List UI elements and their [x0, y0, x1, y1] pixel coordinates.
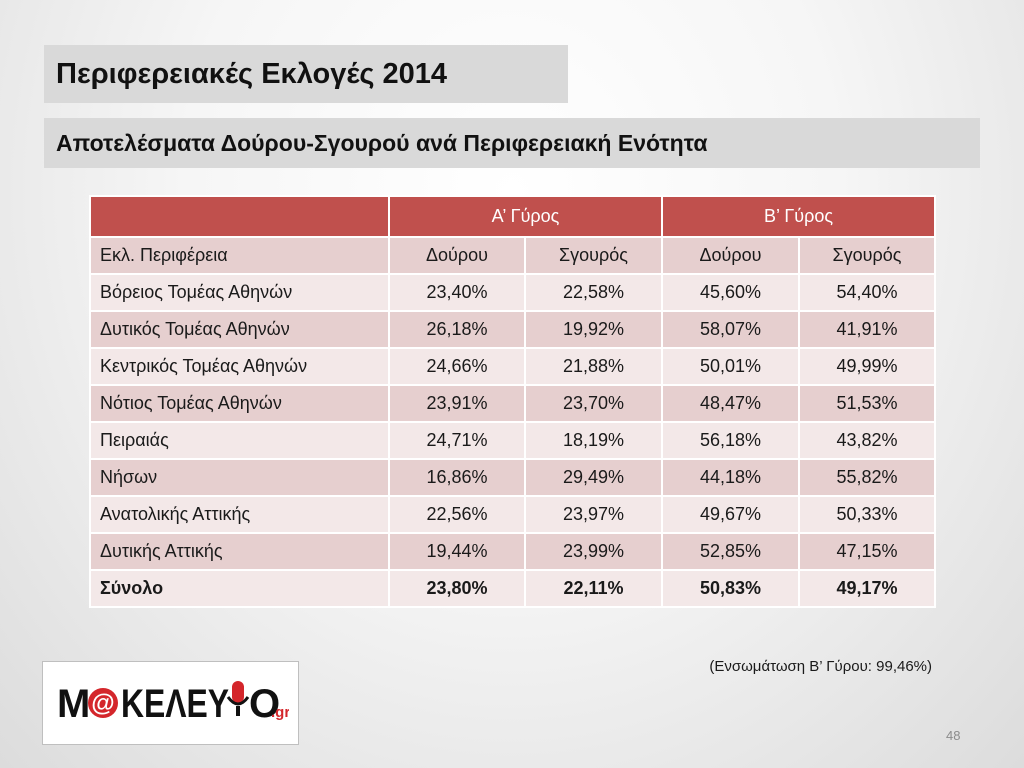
table-row: Νότιος Τομέας Αθηνών 23,91% 23,70% 48,47% 51… — [89, 384, 936, 423]
percentage-cell: 16,86% — [388, 458, 526, 497]
column-header-sgouros-a: Σγουρός — [524, 236, 663, 275]
column-header-region: Εκλ. Περιφέρεια — [89, 236, 390, 275]
integration-footnote: (Ενσωμάτωση Β’ Γύρου: 99,46%) — [709, 658, 932, 675]
table-row: Δυτικός Τομέας Αθηνών 26,18% 19,92% 58,07% 4… — [89, 310, 936, 349]
column-header-dourou-b: Δούρου — [661, 236, 800, 275]
group-header-empty — [89, 195, 390, 238]
column-header-row: Εκλ. Περιφέρεια Δούρου Σγουρός Δούρου Σγ… — [89, 236, 936, 275]
makeleio-logo-art: M @ KEΛEY O .gr — [57, 681, 289, 726]
logo-letter-m: M — [57, 682, 90, 726]
percentage-cell: 49,67% — [661, 495, 800, 534]
percentage-cell: 23,70% — [524, 384, 663, 423]
percentage-cell: 22,58% — [524, 273, 663, 312]
page-title: Περιφερειακές Εκλογές 2014 — [56, 57, 448, 90]
column-header-sgouros-b: Σγουρός — [798, 236, 936, 275]
region-name-cell: Νότιος Τομέας Αθηνών — [89, 384, 390, 423]
logo-domain-suffix: .gr — [271, 704, 289, 721]
microphone-icon — [226, 681, 249, 716]
percentage-cell: 56,18% — [661, 421, 800, 460]
makeleio-logo: M @ KEΛEY O .gr — [42, 661, 299, 745]
percentage-cell: 49,99% — [798, 347, 936, 386]
table-row: Νήσων 16,86% 29,49% 44,18% 55,82% — [89, 458, 936, 497]
table-row: Ανατολικής Αττικής 22,56% 23,97% 49,67% 50,3… — [89, 495, 936, 534]
percentage-cell: 23,99% — [524, 532, 663, 571]
table-row: Δυτικής Αττικής 19,44% 23,99% 52,85% 47,15% — [89, 532, 936, 571]
percentage-cell: 52,85% — [661, 532, 800, 571]
percentage-cell: 23,40% — [388, 273, 526, 312]
logo-at-sign: @ — [91, 690, 114, 717]
group-header-round-a: Α’ Γύρος — [388, 195, 663, 238]
percentage-cell: 45,60% — [661, 273, 800, 312]
percentage-cell: 55,82% — [798, 458, 936, 497]
percentage-cell: 48,47% — [661, 384, 800, 423]
region-name-cell: Κεντρικός Τομέας Αθηνών — [89, 347, 390, 386]
region-name-cell: Πειραιάς — [89, 421, 390, 460]
group-header-row: Α’ Γύρος Β’ Γύρος — [89, 195, 936, 238]
percentage-cell: 24,71% — [388, 421, 526, 460]
percentage-cell: 23,80% — [388, 569, 526, 608]
logo-letter-o: O — [249, 682, 280, 726]
title-bar: Περιφερειακές Εκλογές 2014 — [44, 45, 568, 103]
subtitle-bar: Αποτελέσματα Δούρου-Σγουρού ανά Περιφερε… — [44, 118, 980, 168]
region-name-cell: Νήσων — [89, 458, 390, 497]
percentage-cell: 23,97% — [524, 495, 663, 534]
table-row: Πειραιάς 24,71% 18,19% 56,18% 43,82% — [89, 421, 936, 460]
table-row: Κεντρικός Τομέας Αθηνών 24,66% 21,88% 50,01… — [89, 347, 936, 386]
percentage-cell: 47,15% — [798, 532, 936, 571]
region-name-cell: Σύνολο — [89, 569, 390, 608]
percentage-cell: 19,92% — [524, 310, 663, 349]
region-name-cell: Ανατολικής Αττικής — [89, 495, 390, 534]
region-name-cell: Δυτικός Τομέας Αθηνών — [89, 310, 390, 349]
total-row: Σύνολο 23,80% 22,11% 50,83% 49,17% — [89, 569, 936, 608]
page-subtitle: Αποτελέσματα Δούρου-Σγουρού ανά Περιφερε… — [56, 129, 708, 156]
percentage-cell: 21,88% — [524, 347, 663, 386]
percentage-cell: 41,91% — [798, 310, 936, 349]
region-name-cell: Δυτικής Αττικής — [89, 532, 390, 571]
percentage-cell: 51,53% — [798, 384, 936, 423]
percentage-cell: 29,49% — [524, 458, 663, 497]
logo-word: KEΛEY — [121, 682, 229, 726]
percentage-cell: 23,91% — [388, 384, 526, 423]
percentage-cell: 22,56% — [388, 495, 526, 534]
table-row: Βόρειος Τομέας Αθηνών 23,40% 22,58% 45,60% 5… — [89, 273, 936, 312]
percentage-cell: 44,18% — [661, 458, 800, 497]
results-table: Α’ Γύρος Β’ Γύρος Εκλ. Περιφέρεια Δούρου… — [89, 195, 936, 608]
page-number: 48 — [946, 728, 961, 743]
percentage-cell: 43,82% — [798, 421, 936, 460]
percentage-cell: 49,17% — [798, 569, 936, 608]
percentage-cell: 58,07% — [661, 310, 800, 349]
percentage-cell: 50,01% — [661, 347, 800, 386]
group-header-round-b: Β’ Γύρος — [661, 195, 936, 238]
percentage-cell: 50,83% — [661, 569, 800, 608]
percentage-cell: 54,40% — [798, 273, 936, 312]
percentage-cell: 18,19% — [524, 421, 663, 460]
percentage-cell: 24,66% — [388, 347, 526, 386]
percentage-cell: 26,18% — [388, 310, 526, 349]
percentage-cell: 19,44% — [388, 532, 526, 571]
column-header-dourou-a: Δούρου — [388, 236, 526, 275]
region-name-cell: Βόρειος Τομέας Αθηνών — [89, 273, 390, 312]
percentage-cell: 50,33% — [798, 495, 936, 534]
percentage-cell: 22,11% — [524, 569, 663, 608]
